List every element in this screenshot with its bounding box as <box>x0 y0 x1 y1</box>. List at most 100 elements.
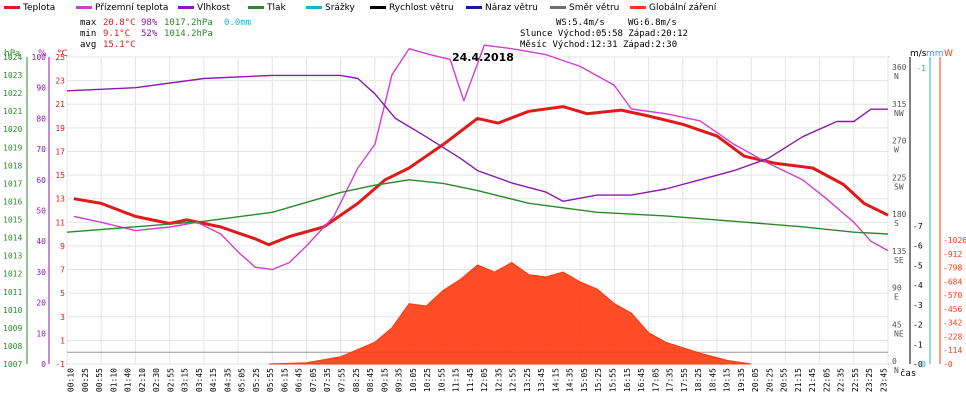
tick-label-compass: SE <box>894 256 904 265</box>
legend: Teplota Přízemní teplota Vlhkost Tlak Sr… <box>0 0 966 14</box>
x-tick-label: 21:15 <box>794 368 803 392</box>
x-tick-label: 22:35 <box>837 368 846 392</box>
x-axis-label: čas <box>900 368 916 379</box>
tick-label-direction: 0 <box>892 357 897 366</box>
tick-label-wind: -1 <box>913 340 923 349</box>
tick-label-direction: 315 <box>892 100 907 109</box>
axis-unit-pressure: hPa <box>4 49 20 59</box>
x-tick-label: 14:15 <box>551 368 560 392</box>
legend-item-wind-speed: Rychlost větru <box>370 3 454 13</box>
legend-item-radiation: Globální záření <box>630 3 716 13</box>
tick-label-radiation: -342 <box>943 319 962 328</box>
tick-label-radiation: -912 <box>943 250 962 259</box>
x-tick-label: 22:55 <box>851 368 860 392</box>
x-tick-label: 08:45 <box>366 368 375 392</box>
legend-item-ground-temp: Přízemní teplota <box>76 3 168 13</box>
tick-label-pressure: 1023 <box>3 71 22 80</box>
x-tick-label: 19:35 <box>737 368 746 392</box>
axis-unit-rain: mm <box>926 49 944 59</box>
legend-swatch-wind-speed <box>370 6 386 9</box>
stat-max-hum: 98% <box>141 18 158 28</box>
x-tick-label: 15:25 <box>594 368 603 392</box>
tick-label-pressure: 1011 <box>3 288 22 297</box>
x-tick-label: 12:35 <box>494 368 503 392</box>
x-tick-label: 15:05 <box>580 368 589 392</box>
tick-label-wind: -6 <box>913 242 923 251</box>
tick-label-wind: -4 <box>913 281 923 290</box>
tick-label-temp: 3 <box>60 313 65 322</box>
legend-label-wind-dir: Směr větru <box>569 3 620 13</box>
x-tick-label: 15:55 <box>609 368 618 392</box>
tick-label-temp: 5 <box>60 289 65 298</box>
tick-label-temp: 1 <box>60 336 65 345</box>
tick-label-humidity: 80 <box>36 114 46 123</box>
tick-label-humidity: 0 <box>41 360 46 369</box>
tick-label-temp: 17 <box>55 147 65 156</box>
tick-label-direction: 360 <box>892 63 907 72</box>
x-tick-label: 03:45 <box>195 368 204 392</box>
tick-label-humidity: 70 <box>36 145 46 154</box>
legend-swatch-wind-gust <box>466 6 482 9</box>
stat-max-press: 1017.2hPa <box>164 18 213 28</box>
x-tick-label: 05:55 <box>266 368 275 392</box>
x-tick-label: 10:05 <box>409 368 418 392</box>
x-tick-label: 02:10 <box>138 368 147 392</box>
x-tick-label: 01:10 <box>109 368 118 392</box>
x-tick-label: 00:10 <box>67 368 76 392</box>
x-tick-label: 02:55 <box>166 368 175 392</box>
tick-label-humidity: 30 <box>36 268 46 277</box>
legend-label-wind-speed: Rychlost větru <box>389 3 454 13</box>
x-tick-label: 16:45 <box>637 368 646 392</box>
x-tick-label: 12:55 <box>509 368 518 392</box>
x-tick-label: 20:55 <box>780 368 789 392</box>
legend-item-wind-gust: Náraz větru <box>466 3 538 13</box>
x-tick-label: 17:35 <box>666 368 675 392</box>
tick-label-radiation: -228 <box>943 332 962 341</box>
info-ws: WS:5.4m/s <box>556 18 605 28</box>
x-tick-label: 08:25 <box>352 368 361 392</box>
tick-label-wind: -7 <box>913 222 923 231</box>
tick-label-pressure: 1021 <box>3 107 22 116</box>
x-tick-label: 23:45 <box>880 368 889 392</box>
legend-swatch-pressure <box>248 6 264 9</box>
tick-label-direction: 225 <box>892 173 907 182</box>
tick-label-pressure: 1008 <box>3 342 22 351</box>
info-wg: WG:6.8m/s <box>628 18 677 28</box>
x-tick-label: 16:15 <box>623 368 632 392</box>
tick-label-pressure: 1015 <box>3 216 22 225</box>
x-tick-label: 17:05 <box>651 368 660 392</box>
legend-swatch-wind-dir <box>550 6 566 9</box>
tick-label-humidity: 20 <box>36 299 46 308</box>
tick-label-humidity: 100 <box>32 53 47 62</box>
tick-label-compass: N <box>894 366 899 375</box>
x-tick-label: 13:45 <box>537 368 546 392</box>
tick-label-pressure: 1016 <box>3 197 22 206</box>
legend-label-pressure: Tlak <box>267 3 286 13</box>
tick-label-humidity: 40 <box>36 237 46 246</box>
legend-label-wind-gust: Náraz větru <box>485 3 538 13</box>
tick-label-compass: SW <box>894 182 904 191</box>
tick-label-pressure: 1019 <box>3 143 22 152</box>
tick-label-compass: E <box>894 293 899 302</box>
x-tick-label: 07:55 <box>338 368 347 392</box>
legend-item-pressure: Tlak <box>248 3 286 13</box>
tick-label-rain: -1 <box>916 64 926 73</box>
tick-label-temp: 25 <box>55 53 65 62</box>
x-tick-label: 06:45 <box>295 368 304 392</box>
x-tick-label: 02:30 <box>152 368 161 392</box>
legend-label-temp: Teplota <box>23 3 56 13</box>
x-tick-label: 00:55 <box>95 368 104 392</box>
chart-title: 24.4.2018 <box>452 51 514 64</box>
x-tick-label: 22:05 <box>822 368 831 392</box>
x-tick-label: 12:05 <box>480 368 489 392</box>
tick-label-pressure: 1013 <box>3 252 22 261</box>
tick-label-temp: 21 <box>55 100 65 109</box>
tick-label-temp: 13 <box>55 195 65 204</box>
tick-label-pressure: 1017 <box>3 179 22 188</box>
axis-unit-direction: m/s <box>910 49 927 59</box>
tick-label-direction: 135 <box>892 247 907 256</box>
legend-swatch-temp <box>4 6 20 9</box>
tick-label-wind: -2 <box>913 321 923 330</box>
x-tick-label: 07:35 <box>323 368 332 392</box>
